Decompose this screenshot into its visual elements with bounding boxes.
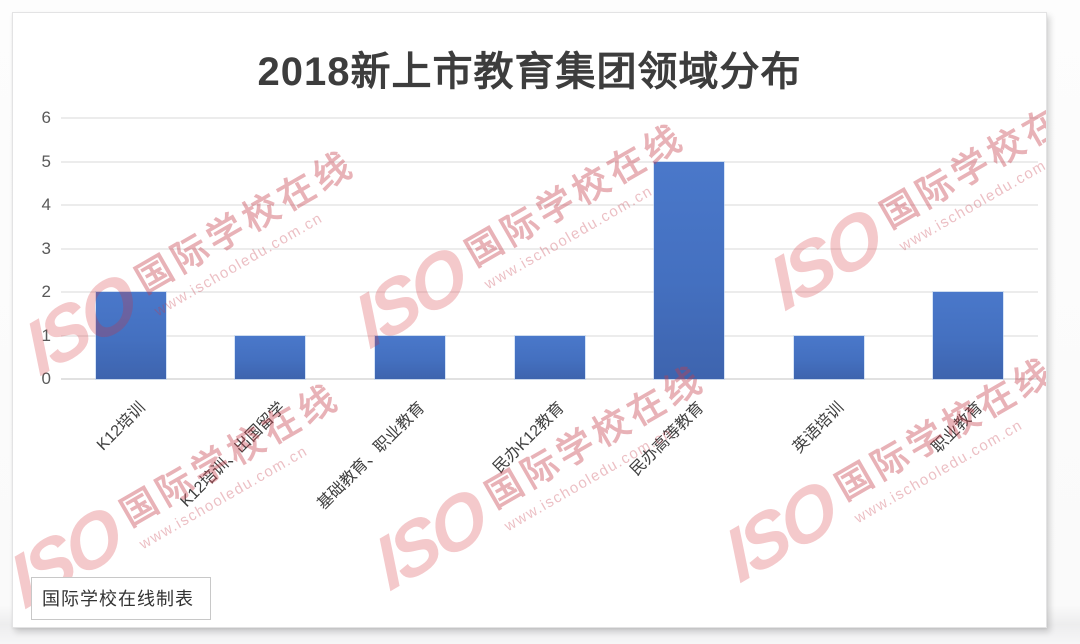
x-tick-label: K12培训: [94, 399, 150, 455]
y-tick-label: 2: [41, 282, 51, 301]
bar-职业教育: [933, 292, 1004, 379]
credit-box: 国际学校在线制表: [31, 577, 211, 620]
y-tick-label: 4: [41, 195, 51, 214]
gridline-y0: [61, 378, 1038, 380]
chart-card: 2018新上市教育集团领域分布 0 1 2 3 4 5 6 K12培训 K12培训、出国留学基…: [12, 12, 1047, 628]
iso-logo-watermark-icon: ISO: [713, 463, 846, 599]
bar-英语培训: [793, 335, 864, 379]
x-tick-label: 民办高等教育: [627, 399, 708, 480]
x-tick-label: 基础教育、职业教育: [314, 399, 429, 514]
plot-area: [61, 117, 1038, 380]
bar-K12培训: [95, 292, 166, 379]
iso-logo-watermark-icon: ISO: [363, 471, 496, 607]
bar-民办K12教育: [514, 335, 585, 379]
bar-基础教育、职业教育: [374, 335, 445, 379]
x-tick-label: 职业教育: [929, 399, 987, 457]
y-tick-label: 3: [41, 238, 51, 258]
bar-民办高等教育: [654, 161, 725, 379]
bar-K12培训、出国留学: [235, 335, 306, 379]
chart-title: 2018新上市教育集团领域分布: [257, 50, 802, 94]
gridline-y4: [61, 204, 1038, 206]
y-tick-label: 6: [41, 108, 51, 127]
y-tick-label: 1: [41, 325, 51, 345]
x-tick-label: 英语培训: [789, 399, 847, 457]
gridline-y2: [61, 291, 1038, 293]
x-tick-label: 民办K12教育: [490, 399, 568, 477]
x-tick-label: K12培训、出国留学: [177, 399, 289, 511]
y-tick-label: 0: [41, 369, 51, 388]
gridline-y3: [61, 248, 1038, 249]
gridline-y5: [61, 161, 1038, 162]
gridline-y6: [61, 117, 1038, 119]
y-tick-label: 5: [41, 151, 51, 171]
watermark-url-text: www.ischooledu.com.cn: [851, 415, 1026, 527]
